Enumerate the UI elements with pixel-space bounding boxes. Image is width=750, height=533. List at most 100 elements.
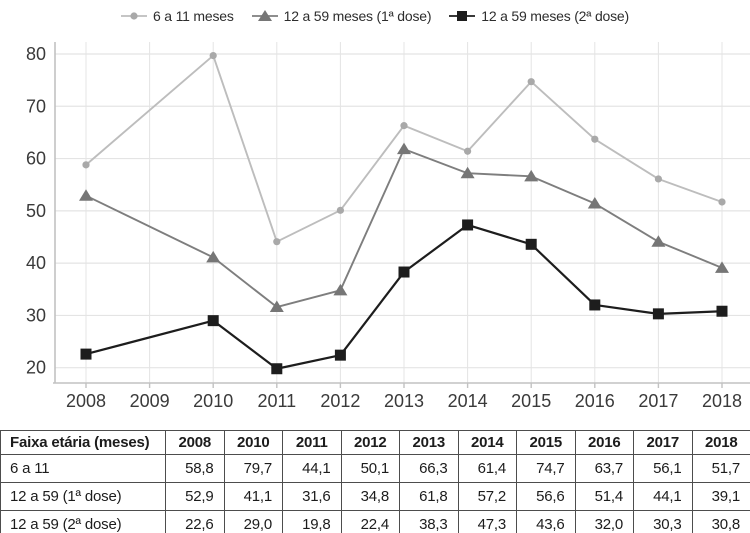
data-point-triangle (651, 235, 666, 247)
legend-label: 12 a 59 meses (1ª dose) (283, 8, 432, 24)
table-header-year: 2015 (516, 430, 576, 455)
table-header-year: 2017 (633, 430, 693, 455)
table-row: 12 a 59 (1ª dose) 52,9 41,1 31,6 34,8 61,8 57,… (0, 482, 750, 511)
table-header-year: 2016 (574, 430, 634, 455)
x-tick-label: 2010 (193, 391, 233, 411)
table-row: 6 a 11 58,8 79,7 44,1 50,1 66,3 61,4 74,7 63,7 56… (0, 454, 750, 483)
x-tick-label: 2013 (384, 391, 424, 411)
data-point-triangle (79, 189, 93, 201)
row-label: 6 a 11 (0, 454, 166, 483)
table-cell: 61,8 (399, 482, 459, 511)
data-point-triangle (460, 166, 475, 179)
table-cell: 32,0 (574, 510, 634, 533)
table-header-year: 2010 (223, 430, 283, 455)
y-tick-label: 20 (26, 358, 46, 378)
data-point-circle (718, 198, 726, 206)
table-cell: 79,7 (223, 454, 283, 483)
legend-item-12-a-59-meses-2a-dose: 12 a 59 meses (2ª dose) (449, 8, 629, 24)
data-point-square (462, 219, 474, 231)
data-point-triangle (269, 300, 284, 313)
data-point-square (271, 363, 283, 375)
table-cell: 22,6 (165, 510, 225, 533)
data-point-square (525, 238, 537, 250)
table-cell: 34,8 (340, 482, 400, 511)
data-point-triangle (715, 261, 729, 273)
data-point-square (398, 266, 410, 278)
data-point-square (589, 299, 601, 311)
square-marker-icon (449, 11, 476, 21)
table-row: 12 a 59 (2ª dose) 22,6 29,0 19,8 22,4 38,3 47,… (0, 510, 750, 533)
row-label: 12 a 59 (2ª dose) (0, 510, 166, 533)
circle-marker-icon (121, 12, 148, 20)
x-tick-label: 2018 (702, 391, 742, 411)
y-tick-label: 40 (26, 253, 46, 273)
table-cell: 47,3 (457, 510, 517, 533)
data-point-circle (464, 147, 472, 155)
data-point-circle (654, 175, 663, 183)
table-header-faixa-etaria: Faixa etária (meses) (0, 430, 166, 455)
table-cell: 63,7 (574, 454, 634, 483)
table-cell: 43,6 (516, 510, 576, 533)
x-tick-label: 2009 (130, 391, 170, 411)
chart-legend: 6 a 11 meses 12 a 59 meses (1ª dose) 12 … (0, 4, 750, 28)
table-header-year: 2018 (691, 430, 750, 455)
data-point-circle (527, 78, 535, 86)
y-tick-label: 30 (26, 305, 46, 325)
table-cell: 30,3 (633, 510, 693, 533)
table-cell: 30,8 (691, 510, 750, 533)
table-cell: 66,3 (399, 454, 459, 483)
data-point-triangle (397, 142, 411, 155)
triangle-marker-icon (251, 10, 278, 21)
x-tick-label: 2016 (575, 391, 615, 411)
table-cell: 29,0 (223, 510, 283, 533)
legend-label: 12 a 59 meses (2ª dose) (481, 8, 629, 24)
data-point-triangle (333, 283, 348, 296)
table-header-row: Faixa etária (meses) 2008 2010 2011 2012 2013… (0, 430, 750, 455)
data-point-triangle (587, 197, 602, 209)
data-point-square (334, 349, 346, 361)
data-table: Faixa etária (meses) 2008 2010 2011 2012 2013… (0, 430, 750, 533)
table-cell: 38,3 (399, 510, 459, 533)
row-label: 12 a 59 (1ª dose) (0, 482, 166, 511)
table-cell: 74,7 (516, 454, 576, 483)
y-tick-label: 60 (26, 149, 46, 169)
table-header-year: 2013 (399, 430, 459, 455)
data-point-square (80, 348, 92, 360)
data-point-circle (209, 51, 217, 60)
table-cell: 58,8 (165, 454, 225, 483)
table-cell: 19,8 (282, 510, 342, 533)
table-header-year: 2014 (457, 430, 517, 455)
data-point-circle (336, 206, 344, 214)
table-cell: 56,6 (516, 482, 576, 511)
data-point-triangle (206, 250, 221, 263)
data-point-square (652, 308, 664, 320)
table-header-year: 2008 (165, 430, 225, 455)
table-cell: 22,4 (340, 510, 400, 533)
data-point-circle (591, 135, 599, 143)
data-point-square (716, 305, 728, 317)
line-chart: 20 30 40 50 60 70 80 2008 2009 2010 2011 2012 2013 20… (26, 42, 750, 411)
series-line-0 (85, 54, 723, 243)
table-cell: 52,9 (165, 482, 225, 511)
series-line-1 (85, 148, 723, 309)
table-cell: 50,1 (340, 454, 400, 483)
table-cell: 44,1 (633, 482, 693, 511)
series-line-2 (85, 223, 723, 370)
legend-item-6-a-11-meses: 6 a 11 meses (121, 8, 234, 24)
table-cell: 57,2 (457, 482, 517, 511)
y-tick-label: 70 (26, 96, 46, 116)
x-tick-label: 2015 (511, 391, 551, 411)
x-tick-label: 2017 (638, 391, 678, 411)
x-tick-label: 2014 (448, 391, 488, 411)
table-cell: 41,1 (223, 482, 283, 511)
table-header-year: 2012 (340, 430, 400, 455)
y-tick-label: 50 (26, 201, 46, 221)
data-point-circle (82, 161, 90, 169)
legend-label: 6 a 11 meses (153, 8, 234, 24)
x-tick-label: 2008 (66, 391, 106, 411)
table-header-year: 2011 (282, 430, 342, 455)
table-cell: 39,1 (691, 482, 750, 511)
table-cell: 61,4 (457, 454, 517, 483)
x-tick-label: 2012 (320, 391, 360, 411)
